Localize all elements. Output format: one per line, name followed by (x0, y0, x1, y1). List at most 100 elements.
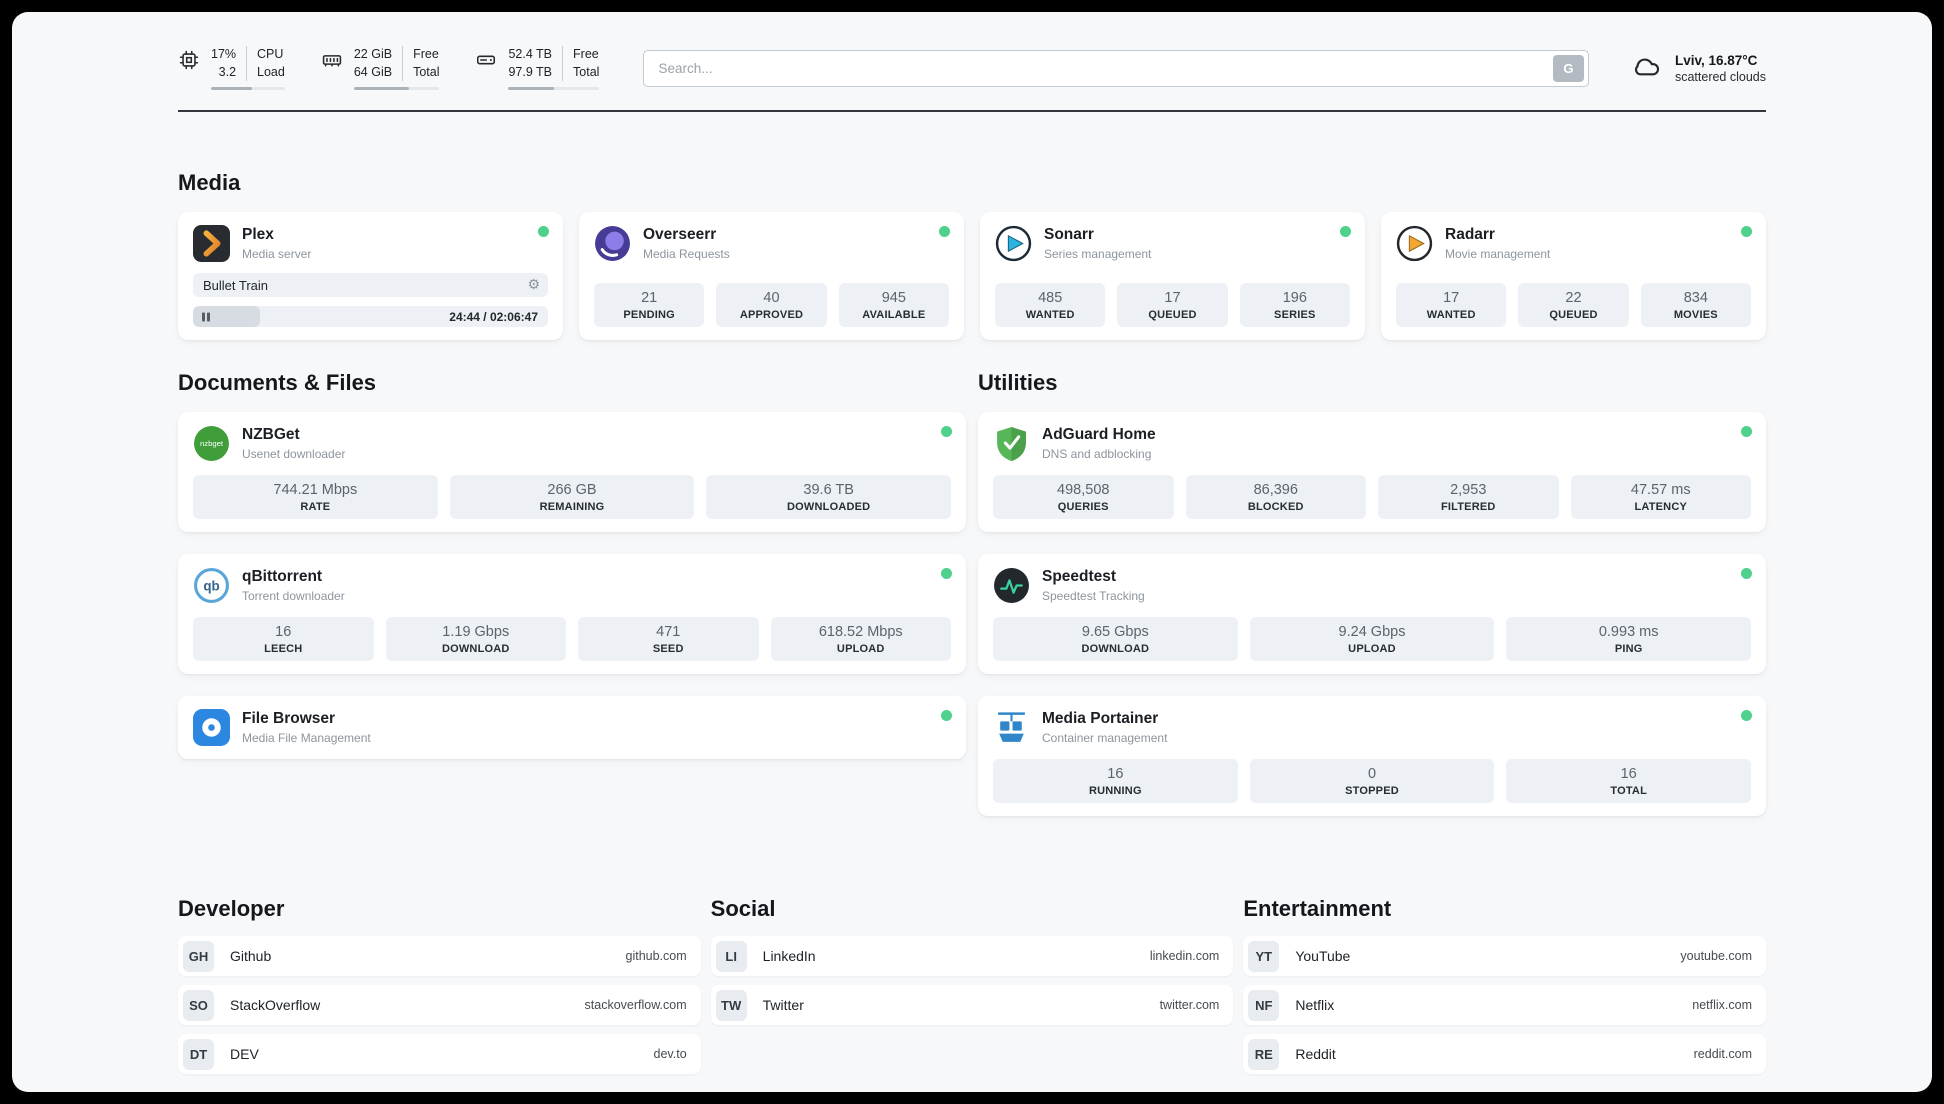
nzbget-icon: nzbget (193, 425, 230, 462)
bookmark-abbr: GH (183, 940, 214, 972)
app-name: Plex (242, 226, 274, 243)
cpu-stats-widget: 17% 3.2 CPU Load (178, 46, 285, 90)
cpu-usage-bar (211, 87, 285, 90)
stat-chip: 40 APPROVED (716, 283, 827, 327)
dashboard-page: 17% 3.2 CPU Load (12, 12, 1932, 1092)
bookmark-url: reddit.com (1693, 1047, 1752, 1061)
bookmark-netflix[interactable]: NF Netflix netflix.com (1243, 985, 1766, 1025)
bookmark-github[interactable]: GH Github github.com (178, 936, 701, 976)
stat-chip: 196 SERIES (1239, 283, 1350, 327)
disk-values: 52.4 TB 97.9 TB (508, 46, 564, 81)
app-subtitle: Media server (242, 247, 312, 261)
weather-widget[interactable]: Lviv, 16.87°C scattered clouds (1631, 50, 1766, 87)
bookmark-name: LinkedIn (762, 948, 816, 964)
app-name: Media Portainer (1042, 710, 1159, 727)
svg-text:nzbget: nzbget (200, 439, 224, 448)
bookmark-url: linkedin.com (1149, 949, 1220, 963)
cpu-chip-icon (178, 46, 200, 76)
bookmark-linkedin[interactable]: LI LinkedIn linkedin.com (710, 936, 1234, 976)
stat-chip-row: 485 WANTED 17 QUEUED 196 SERIES (995, 283, 1350, 327)
stat-chip: 21 PENDING (594, 283, 705, 327)
bookmark-reddit[interactable]: RE Reddit reddit.com (1243, 1034, 1766, 1074)
bookmark-abbr: SO (183, 989, 214, 1021)
app-card-plex[interactable]: Plex Media server Bullet Train ⚙ 24:44 /… (178, 212, 563, 340)
stat-chip: 0.993 ms PING (1506, 617, 1752, 661)
topbar: 17% 3.2 CPU Load (178, 46, 1766, 90)
app-name: AdGuard Home (1042, 426, 1156, 443)
bookmark-url: github.com (625, 949, 687, 963)
app-card-filebrowser[interactable]: File Browser Media File Management (178, 696, 966, 759)
bookmark-url: youtube.com (1680, 949, 1752, 963)
bookmark-abbr: NF (1248, 989, 1280, 1021)
app-card-overseerr[interactable]: Overseerr Media Requests 21 PENDING 40 A… (579, 212, 964, 340)
settings-gear-icon[interactable]: ⚙ (527, 277, 540, 294)
status-dot (941, 710, 952, 721)
app-card-adguard[interactable]: AdGuard Home DNS and adblocking 498,508 … (978, 412, 1766, 532)
app-card-speedtest[interactable]: Speedtest Speedtest Tracking 9.65 Gbps D… (978, 554, 1766, 674)
app-card-sonarr[interactable]: Sonarr Series management 485 WANTED 17 Q… (980, 212, 1365, 340)
stat-chip: 39.6 TB DOWNLOADED (706, 475, 952, 519)
stat-chip-row: 21 PENDING 40 APPROVED 945 AVAILABLE (594, 283, 949, 327)
playback-time: 24:44 / 02:06:47 (449, 309, 538, 324)
stat-chip: 471 SEED (578, 617, 759, 661)
stat-chip: 16 LEECH (193, 617, 374, 661)
cloud-icon (1631, 50, 1663, 87)
overseerr-icon (594, 225, 631, 262)
bookmark-url: netflix.com (1692, 998, 1752, 1012)
bookmark-url: stackoverflow.com (584, 998, 687, 1012)
bookmark-abbr: DT (183, 1038, 214, 1070)
search-engine-button[interactable]: G (1552, 54, 1584, 82)
bookmark-name: Reddit (1295, 1046, 1336, 1062)
bookmark-dev[interactable]: DT DEV dev.to (178, 1034, 701, 1074)
bookmark-abbr: YT (1248, 940, 1280, 972)
ram-values: 22 GiB 64 GiB (354, 46, 404, 81)
now-playing-bar: Bullet Train ⚙ (193, 273, 548, 298)
filebrowser-icon (193, 709, 230, 746)
app-subtitle: Movie management (1445, 247, 1551, 261)
stat-chip-row: 16 LEECH 1.19 Gbps DOWNLOAD 471 SEED 618… (193, 617, 951, 661)
stat-chip-row: 9.65 Gbps DOWNLOAD 9.24 Gbps UPLOAD 0.99… (993, 617, 1752, 661)
app-card-portainer[interactable]: Media Portainer Container management 16 … (978, 696, 1766, 816)
stat-chip: 945 AVAILABLE (838, 283, 949, 327)
app-subtitle: Container management (1042, 731, 1168, 745)
app-subtitle: Usenet downloader (242, 447, 346, 461)
adguard-shield-icon (993, 425, 1030, 462)
stat-chip: 16 RUNNING (993, 759, 1238, 803)
search-input[interactable] (643, 49, 1589, 87)
stat-chip: 16 TOTAL (1506, 759, 1752, 803)
utilities-column: Utilities AdGuard Home DNS and adblocki (978, 370, 1766, 838)
hard-drive-icon (475, 46, 497, 76)
media-card-grid: Plex Media server Bullet Train ⚙ 24:44 /… (178, 212, 1766, 340)
bookmark-column-social: Social LI LinkedIn linkedin.com TW Twitt… (710, 896, 1234, 1083)
status-dot (1741, 568, 1752, 579)
section-title-media: Media (178, 170, 241, 195)
status-dot (1741, 710, 1752, 721)
bookmark-youtube[interactable]: YT YouTube youtube.com (1243, 936, 1766, 976)
ram-usage-bar (353, 87, 440, 90)
section-title-social: Social (710, 896, 776, 921)
section-title-entertainment: Entertainment (1243, 896, 1392, 921)
app-name: qBittorrent (242, 568, 323, 585)
app-card-qbittorrent[interactable]: qb qBittorrent Torrent downloader 16 LEE… (178, 554, 966, 674)
stat-chip-row: 498,508 QUERIES 86,396 BLOCKED 2,953 FIL… (993, 475, 1751, 519)
bookmark-name: StackOverflow (230, 997, 321, 1013)
bookmark-stackoverflow[interactable]: SO StackOverflow stackoverflow.com (178, 985, 701, 1025)
seek-bar[interactable]: 24:44 / 02:06:47 (193, 306, 548, 327)
status-dot (538, 226, 549, 237)
bookmark-twitter[interactable]: TW Twitter twitter.com (710, 985, 1234, 1025)
bookmark-abbr: LI (715, 940, 747, 972)
stat-chip: 266 GB REMAINING (449, 475, 695, 519)
stat-chip: 2,953 FILTERED (1378, 475, 1559, 519)
app-card-radarr[interactable]: Radarr Movie management 17 WANTED 22 QUE… (1381, 212, 1766, 340)
app-subtitle: Series management (1044, 247, 1152, 261)
cpu-values: 17% 3.2 (211, 46, 248, 81)
app-name: Radarr (1445, 226, 1495, 243)
status-dot (1340, 226, 1351, 237)
pause-icon[interactable] (202, 312, 210, 322)
section-title-documents: Documents & Files (178, 370, 377, 395)
stat-chip-row: 744.21 Mbps RATE 266 GB REMAINING 39.6 T… (193, 475, 952, 519)
bookmark-name: Twitter (762, 997, 804, 1013)
ram-stats-widget: 22 GiB 64 GiB Free Total (321, 46, 440, 90)
app-card-nzbget[interactable]: nzbget NZBGet Usenet downloader 744.21 M… (178, 412, 966, 532)
